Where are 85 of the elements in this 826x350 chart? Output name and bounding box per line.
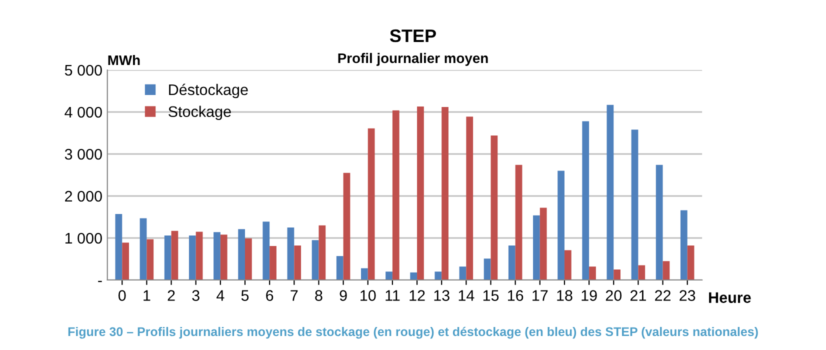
- bar: [540, 208, 547, 280]
- bar: [343, 172, 350, 280]
- bar: [442, 106, 448, 280]
- x-tick-label: 19: [582, 290, 597, 301]
- x-tick-label: 15: [483, 290, 499, 301]
- y-tick-label: 2 000: [65, 190, 102, 202]
- bar: [262, 222, 270, 280]
- x-tick-label: 23: [680, 290, 696, 301]
- bar: [484, 258, 491, 280]
- bar: [171, 230, 178, 280]
- bar: [312, 240, 319, 280]
- bar: [582, 121, 590, 280]
- bar: [115, 214, 122, 280]
- bar: [410, 272, 418, 280]
- bar: [164, 235, 172, 280]
- bar: [417, 106, 424, 280]
- bar: [631, 130, 638, 280]
- x-tick-label: 12: [410, 290, 425, 301]
- legend-label: Stockage: [168, 106, 231, 120]
- x-tick-label: 21: [630, 290, 646, 301]
- bar: [564, 250, 572, 280]
- bar: [270, 246, 276, 280]
- x-tick-label: 5: [241, 290, 249, 301]
- x-tick-label: 6: [266, 290, 274, 301]
- bar: [558, 170, 564, 280]
- x-axis-title: Heure: [709, 292, 751, 303]
- x-tick-label: 11: [386, 290, 400, 301]
- bar: [294, 246, 302, 280]
- y-tick-label: 5 000: [64, 64, 102, 76]
- bar: [214, 232, 220, 280]
- bar: [490, 136, 498, 280]
- bar: [680, 210, 688, 280]
- bar: [434, 272, 442, 280]
- bar: [533, 215, 540, 280]
- x-tick-label: 14: [458, 290, 474, 301]
- x-tick-label: 1: [144, 290, 150, 301]
- caption: Figure 30 – Profils journaliers moyens de stockage (en rouge) et déstockage (en bleu) des STEP (valeurs nationales): [68, 326, 758, 339]
- x-tick-label: 22: [655, 290, 671, 301]
- bar: [606, 104, 614, 280]
- bar: [368, 128, 375, 280]
- bar: [196, 232, 203, 280]
- y-tick-label: 4 000: [64, 106, 102, 118]
- bar: [188, 235, 196, 280]
- bar: [656, 164, 663, 280]
- bar: [589, 266, 596, 280]
- bar: [662, 261, 670, 280]
- x-tick-label: 20: [606, 290, 622, 301]
- bar: [245, 238, 252, 280]
- x-tick-label: 9: [340, 290, 347, 301]
- bar: [638, 265, 646, 280]
- bar: [392, 110, 400, 280]
- x-tick-label: 13: [434, 290, 450, 301]
- x-tick-label: 3: [192, 290, 200, 301]
- y-tick-label: 1 000: [65, 232, 102, 244]
- x-tick-label: 18: [557, 290, 572, 301]
- x-tick-label: 2: [168, 290, 175, 301]
- bar: [459, 266, 466, 280]
- bar: [140, 218, 147, 280]
- bar: [508, 246, 516, 280]
- bar: [122, 242, 130, 280]
- x-tick-label: 0: [118, 290, 126, 301]
- y-tick-label: -: [98, 280, 102, 282]
- bar: [287, 228, 294, 280]
- bar: [386, 272, 392, 280]
- bar: [614, 270, 621, 280]
- bar: [238, 229, 245, 280]
- x-tick-label: 17: [532, 290, 548, 301]
- x-tick-label: 7: [290, 290, 298, 301]
- x-tick-label: 10: [360, 290, 376, 301]
- bar: [220, 234, 228, 280]
- bar: [687, 246, 694, 280]
- x-tick-label: 8: [315, 290, 322, 301]
- chart-subtitle: Profil journalier moyen: [338, 52, 488, 66]
- y-axis-title: MWh: [108, 54, 140, 66]
- chart-title: STEP: [390, 29, 436, 42]
- x-tick-label: 4: [216, 290, 224, 301]
- bar: [515, 164, 522, 280]
- x-tick-label: 16: [508, 290, 524, 301]
- legend-label: Déstockage: [169, 84, 248, 98]
- bar: [466, 116, 474, 280]
- bar: [146, 239, 154, 280]
- bar: [318, 225, 326, 280]
- bar: [360, 268, 368, 280]
- y-tick-label: 3 000: [64, 148, 102, 160]
- bar: [336, 256, 344, 280]
